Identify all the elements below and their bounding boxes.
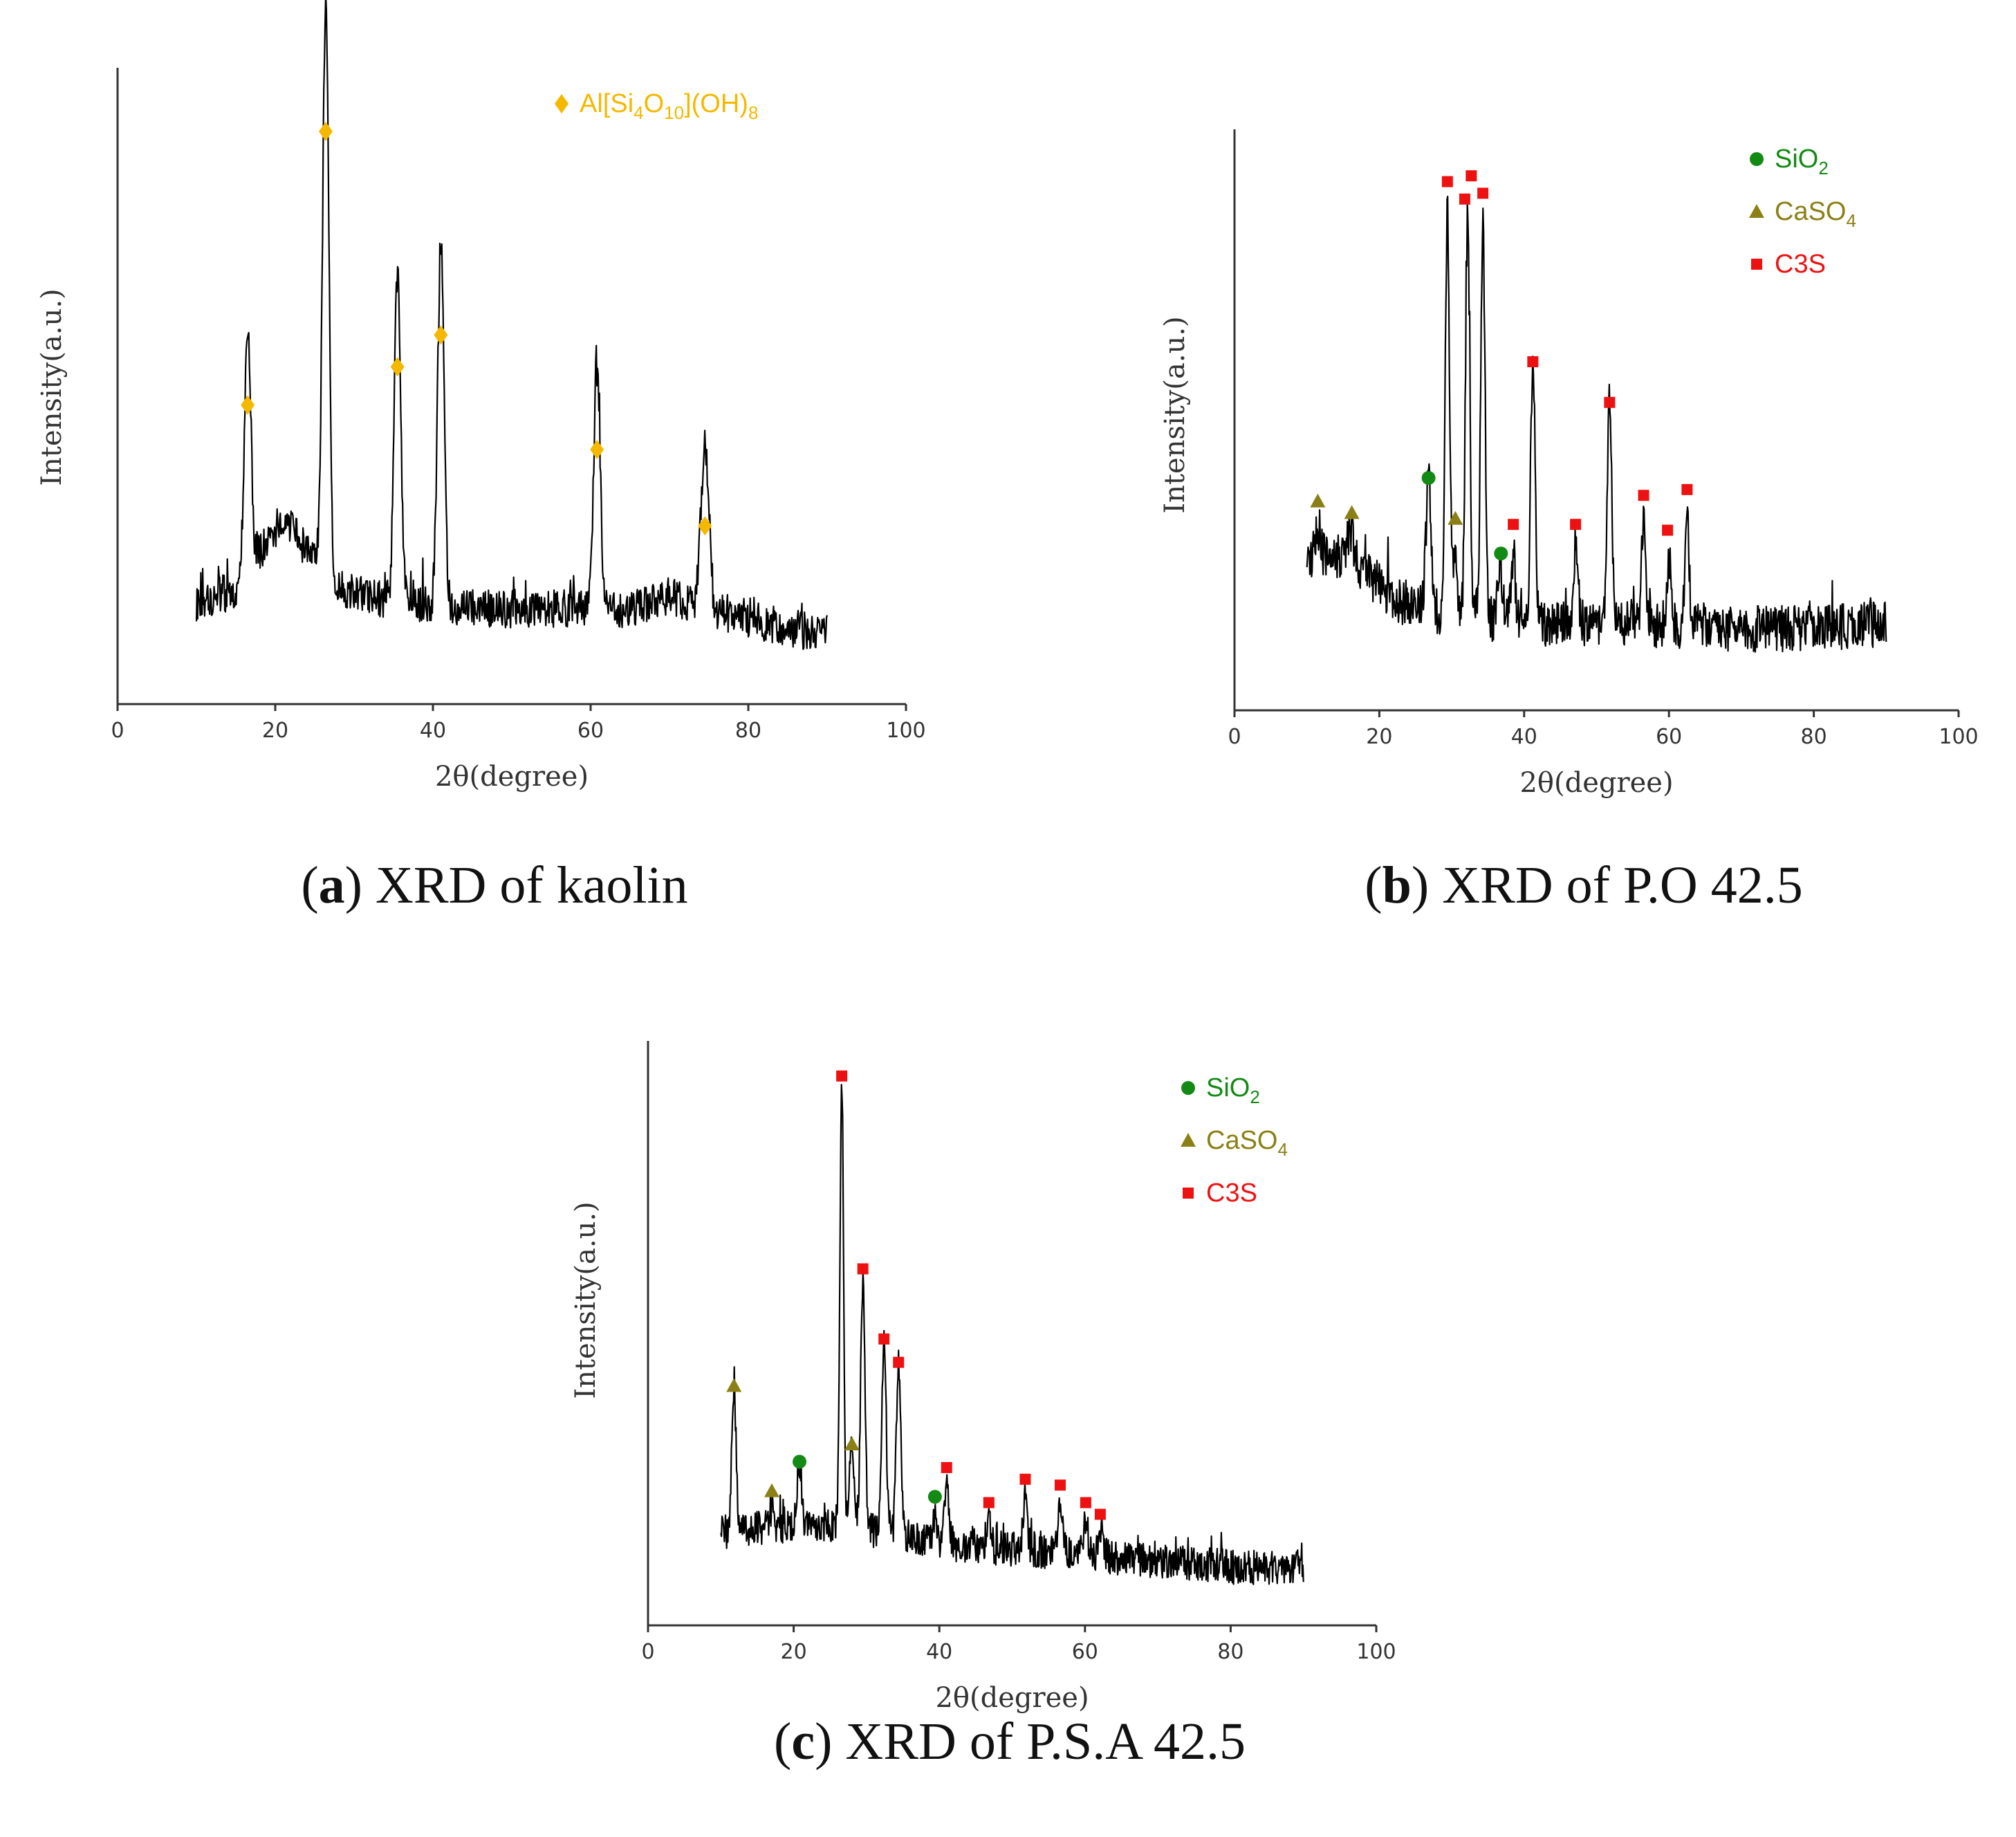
peak-marker-square (836, 1070, 848, 1082)
x-tick-label: 40 (926, 1640, 952, 1664)
peak-marker-triangle (844, 1437, 860, 1451)
legend-circle-icon (1181, 1081, 1195, 1095)
panel-b-po-42-5: 0 20 40 60 80 100 2θ(degree) Intensity(a.u.) SiO… (1159, 129, 1979, 799)
peak-marker-square (1638, 490, 1649, 501)
y-axis-title: Intensity(a.u.) (36, 288, 68, 486)
peak-marker-diamond (241, 395, 255, 415)
peak-marker-square (893, 1356, 905, 1368)
peak-marker-square (1662, 524, 1674, 536)
x-tick-label: 0 (111, 719, 124, 743)
peak-marker-triangle (764, 1483, 780, 1497)
peak-marker-circle (793, 1455, 807, 1469)
peak-marker-square (1054, 1479, 1066, 1491)
peak-marker-triangle (1310, 493, 1326, 508)
x-tick-label: 40 (1511, 725, 1537, 749)
peak-marker-diamond (390, 357, 405, 377)
peak-marker-square (857, 1263, 869, 1275)
peak-marker-square (878, 1333, 890, 1345)
peak-marker-square (1459, 193, 1470, 205)
peak-marker-diamond (434, 325, 448, 345)
panel-c-psa-42-5: 0 20 40 60 80 100 2θ(degree) Intensity(a.u.) SiO… (570, 1041, 1396, 1714)
peak-marker-square (1604, 396, 1616, 408)
x-tick-label: 20 (262, 719, 288, 743)
peak-marker-square (1681, 483, 1693, 495)
x-tick-label: 40 (420, 719, 446, 743)
x-tick-label: 100 (1356, 1640, 1396, 1664)
x-tick-label: 0 (1228, 725, 1241, 749)
peak-marker-square (1527, 356, 1539, 367)
x-axis-title: 2θ(degree) (435, 761, 589, 793)
peak-marker-square (1441, 176, 1453, 187)
y-axis-title: Intensity(a.u.) (1159, 316, 1191, 513)
x-tick-label: 100 (886, 719, 925, 743)
peak-marker-triangle (1344, 505, 1360, 519)
peak-marker-circle (1421, 471, 1436, 485)
legend-label: SiO2 (1775, 145, 1829, 178)
legend-label: CaSO4 (1206, 1126, 1288, 1160)
peak-marker-diamond (590, 440, 604, 459)
y-axis-title: Intensity(a.u.) (570, 1201, 602, 1398)
x-tick-label: 20 (781, 1640, 807, 1664)
peak-marker-square (1508, 519, 1519, 530)
legend-triangle-icon (1749, 204, 1764, 218)
x-axis-title: 2θ(degree) (1519, 767, 1673, 799)
x-tick-label: 80 (735, 719, 761, 743)
x-tick-label: 20 (1366, 725, 1392, 749)
x-tick-label: 60 (1656, 725, 1682, 749)
peak-marker-diamond (698, 516, 712, 536)
x-tick-label: 60 (1072, 1640, 1098, 1664)
panel-a-kaolin: 0 20 40 60 80 100 2θ(degree) Intensity(a.u.) Al[… (36, 0, 926, 793)
x-axis-title: 2θ(degree) (935, 1682, 1089, 1714)
peak-marker-circle (927, 1490, 942, 1504)
peak-marker-square (1080, 1497, 1091, 1508)
legend-label: CaSO4 (1775, 197, 1856, 231)
caption-c: (c) XRD of P.S.A 42.5 (774, 1713, 1246, 1771)
caption-a: (a) XRD of kaolin (301, 856, 687, 914)
legend-circle-icon (1750, 152, 1764, 166)
peak-marker-diamond (318, 122, 333, 141)
x-tick-label: 0 (641, 1640, 654, 1664)
caption-b: (b) XRD of P.O 42.5 (1365, 856, 1802, 914)
peak-marker-square (1477, 187, 1489, 199)
peak-marker-square (1570, 519, 1582, 530)
legend-label: Al[Si4O10](OH)8 (580, 89, 758, 123)
legend-square-icon (1751, 259, 1762, 270)
x-tick-label: 80 (1801, 725, 1827, 749)
xrd-trace (720, 1084, 1304, 1585)
legend-label: C3S (1206, 1179, 1257, 1208)
x-tick-label: 80 (1217, 1640, 1243, 1664)
x-tick-label: 60 (577, 719, 604, 743)
peak-marker-square (1019, 1473, 1031, 1485)
legend-square-icon (1183, 1188, 1194, 1199)
x-tick-label: 100 (1939, 725, 1978, 749)
peak-marker-circle (1494, 546, 1508, 561)
xrd-trace (195, 0, 829, 650)
peak-marker-square (941, 1461, 952, 1473)
peak-marker-triangle (726, 1378, 742, 1392)
legend-label: C3S (1775, 250, 1826, 279)
peak-marker-square (1465, 170, 1477, 182)
legend-triangle-icon (1181, 1133, 1196, 1147)
peak-marker-square (983, 1497, 995, 1508)
xrd-trace (1306, 195, 1887, 653)
legend-diamond-icon (555, 94, 568, 113)
peak-marker-triangle (1448, 510, 1463, 525)
peak-marker-square (1094, 1508, 1106, 1520)
legend-label: SiO2 (1206, 1073, 1260, 1107)
